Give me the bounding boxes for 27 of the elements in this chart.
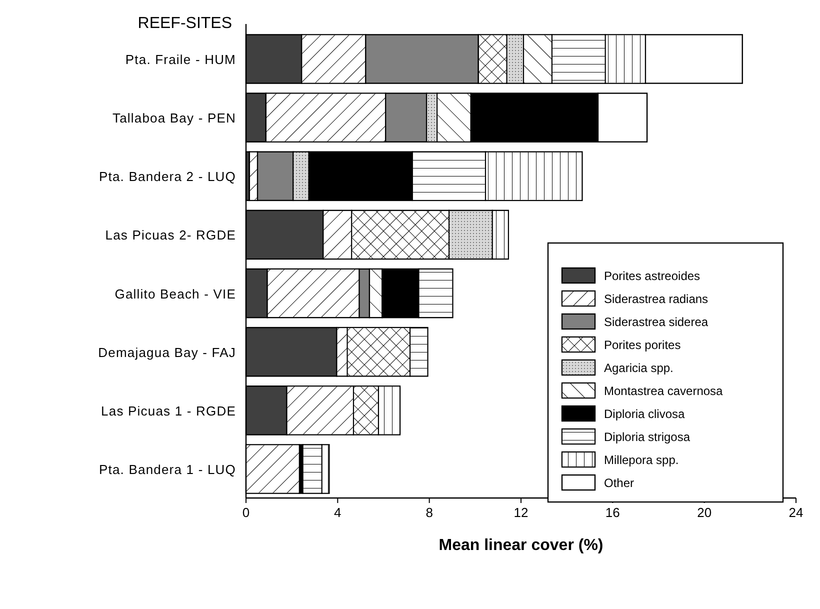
legend-label: Millepora spp. — [604, 453, 679, 467]
legend-label: Porites porites — [604, 338, 681, 352]
y-tick-label: Demajagua Bay - FAJ — [98, 344, 236, 360]
y-tick-label: Pta. Fraile - HUM — [125, 52, 236, 67]
x-tick-label: 4 — [334, 505, 342, 520]
x-tick-label: 16 — [605, 505, 620, 520]
legend-label: Montastrea cavernosa — [604, 384, 724, 398]
legend-label: Porites astreoides — [604, 269, 700, 283]
legend-label: Siderastrea radians — [604, 292, 708, 306]
x-tick-label: 24 — [788, 505, 804, 520]
y-axis-title: REEF-SITES — [138, 15, 232, 32]
x-tick-label: 12 — [514, 505, 528, 520]
x-tick-label: 0 — [242, 505, 250, 520]
y-tick-label: Pta. Bandera 1 - LUQ — [98, 462, 236, 478]
legend-label: Siderastrea siderea — [604, 315, 708, 329]
legend-label: Other — [604, 476, 634, 490]
y-tick-label: Gallito Beach - VIE — [114, 286, 236, 302]
y-tick-label: Las Picuas 2- RGDE — [105, 228, 236, 243]
x-tick-label: 20 — [697, 505, 712, 520]
y-tick-label: Pta. Bandera 2 - LUQ — [98, 169, 236, 184]
legend-label: Diploria clivosa — [604, 407, 686, 421]
x-axis-title: Mean linear cover (%) — [438, 537, 604, 554]
y-tick-label: Tallaboa Bay - PEN — [112, 110, 236, 126]
legend-label: Agaricia spp. — [604, 361, 674, 375]
legend-label: Diploria strigosa — [604, 430, 690, 444]
x-tick-label: 8 — [426, 505, 433, 520]
y-tick-label: Las Picuas 1 - RGDE — [101, 403, 236, 418]
